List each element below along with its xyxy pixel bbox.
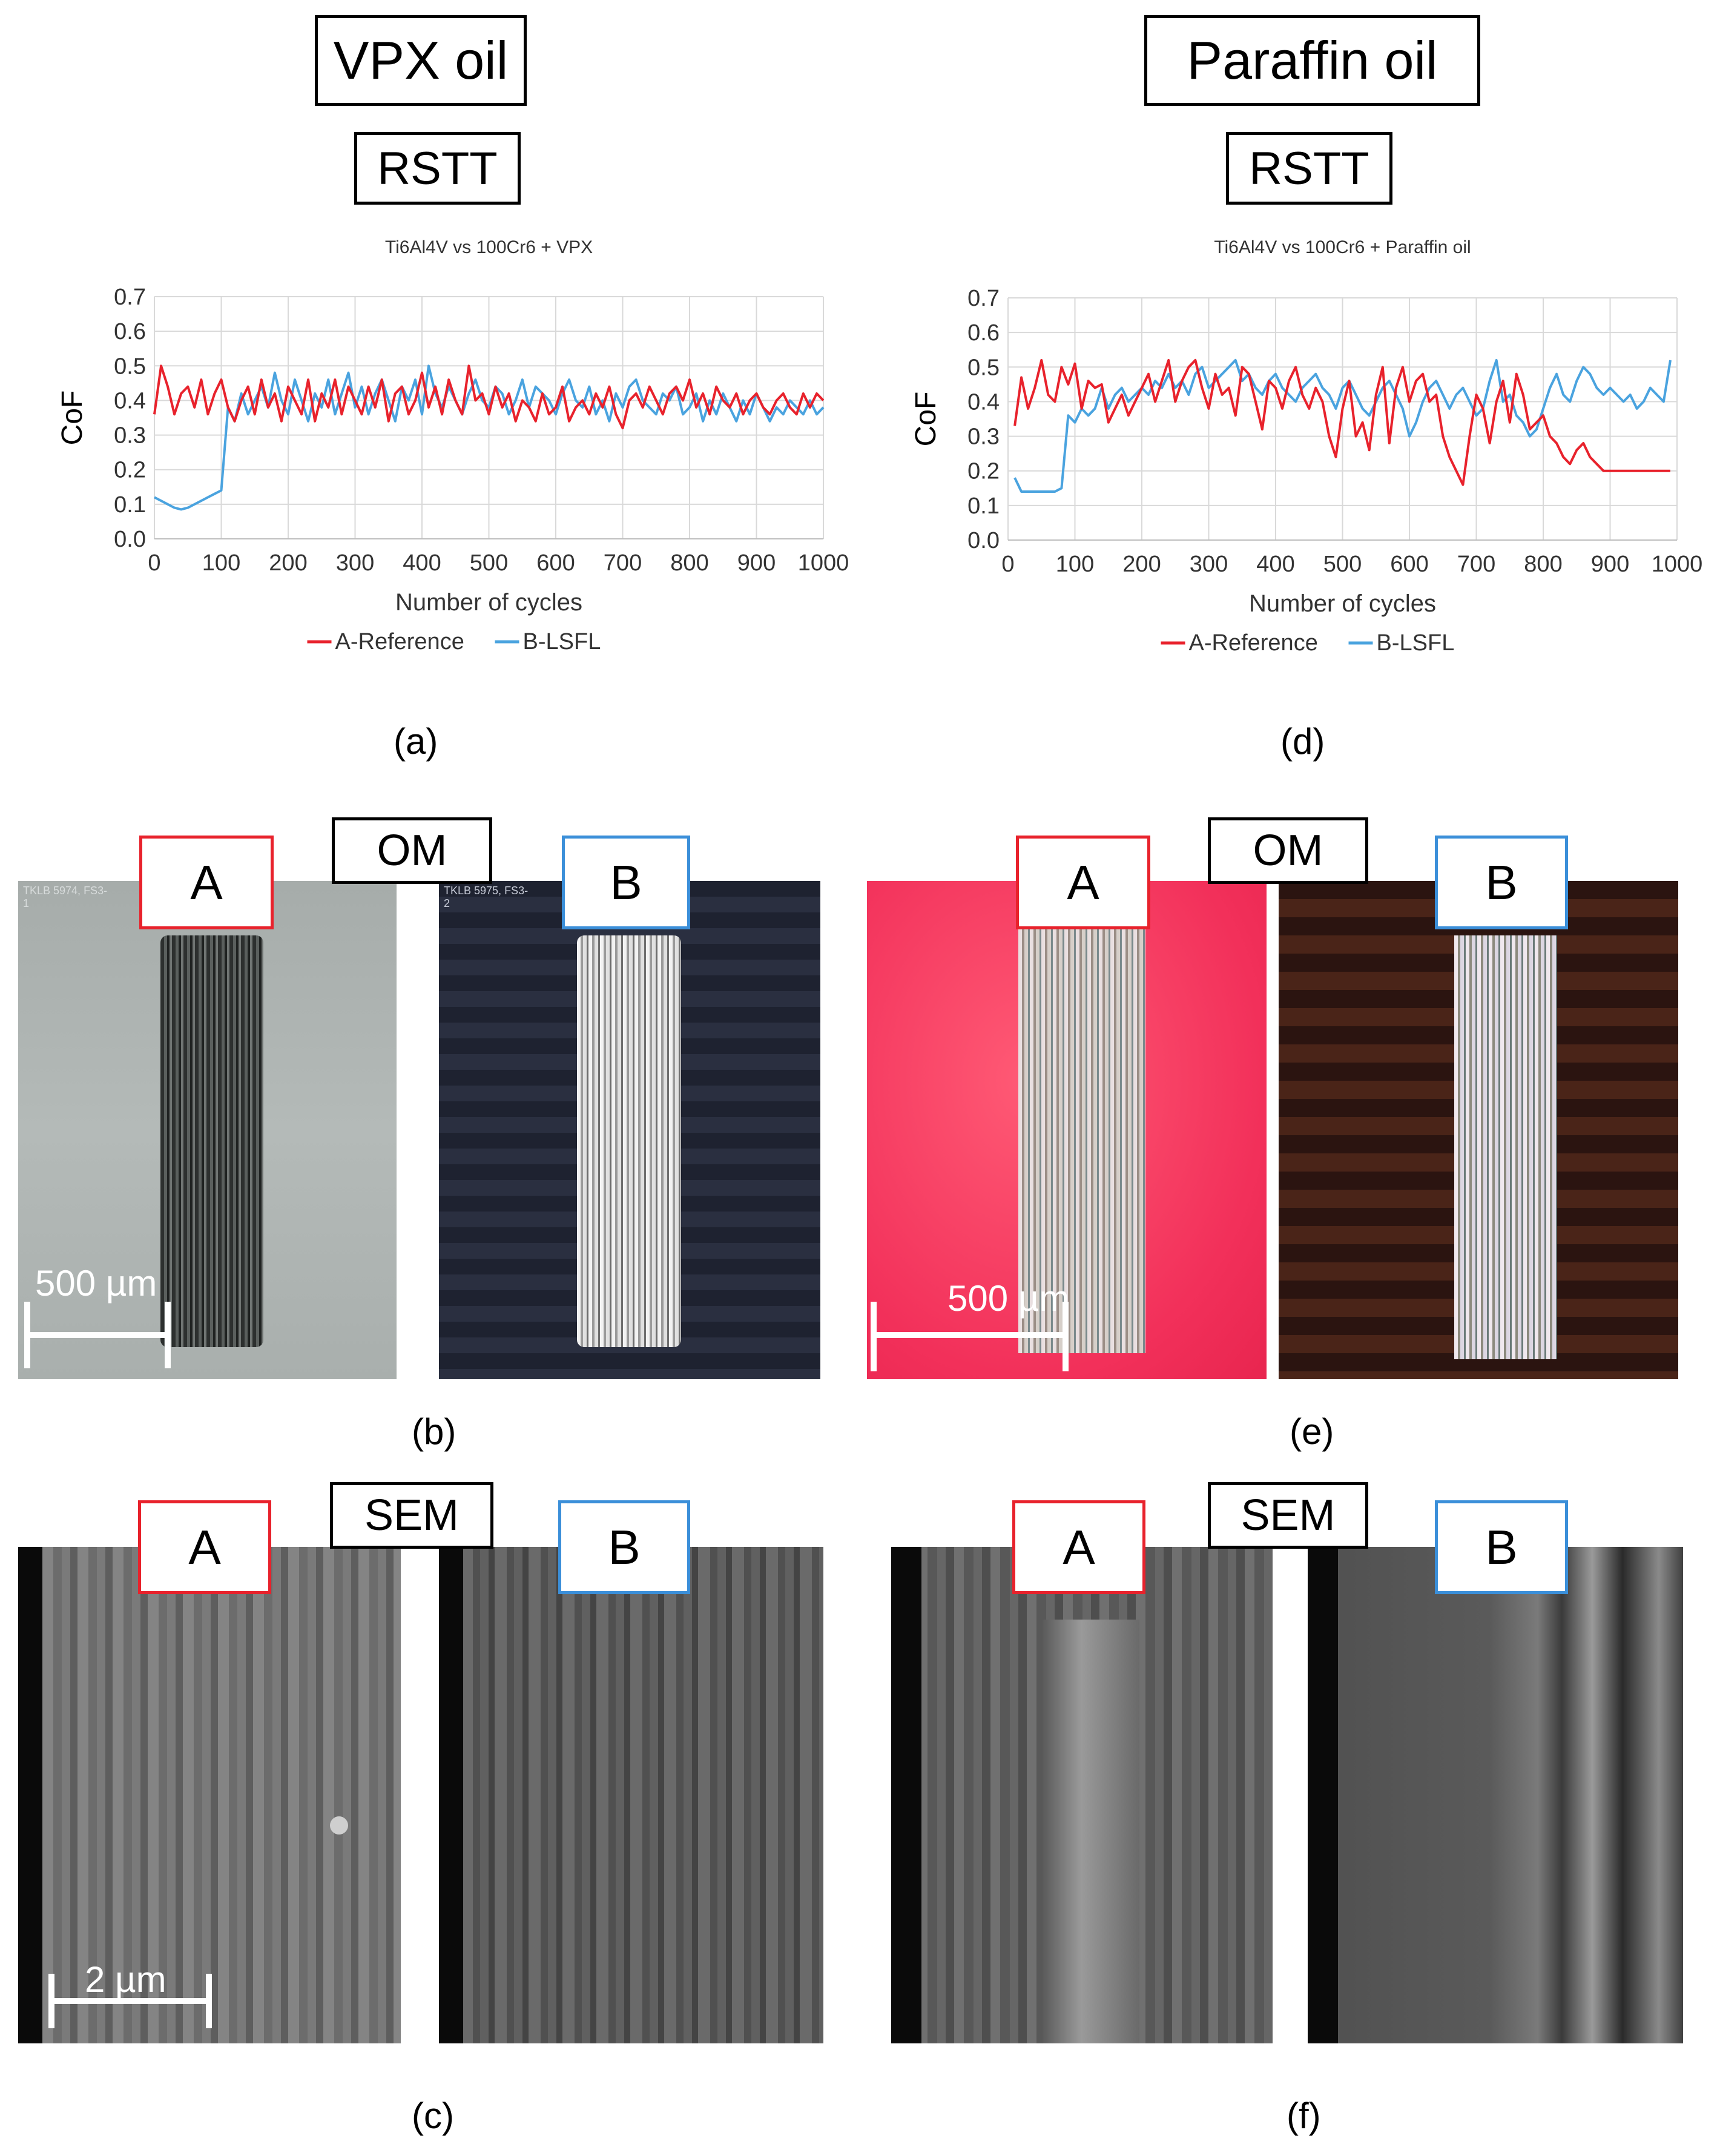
scale-bar-label-sem-c: 2 µm — [85, 1959, 166, 2000]
vpx-oil-header: VPX oil — [315, 15, 527, 106]
x-tick-label: 100 — [1056, 552, 1094, 577]
panel-label-f: (f) — [1287, 2095, 1321, 2136]
rstt-label-right: RSTT — [1226, 132, 1392, 205]
y-tick-label: 0.2 — [114, 458, 146, 483]
wear-track-e-a — [1018, 929, 1145, 1353]
series-line-reference — [153, 364, 825, 430]
legend-entry: B-LSFL — [523, 629, 601, 654]
om-caption-b: TKLB 5975, FS3-2 — [444, 885, 529, 909]
rstt-label-left: RSTT — [354, 132, 521, 205]
panel-label-e: (e) — [1290, 1411, 1334, 1452]
y-tick-label: 0.7 — [967, 286, 1000, 311]
y-tick-label: 0.3 — [114, 423, 146, 449]
om-label-left: OM — [332, 817, 492, 884]
x-tick-label: 800 — [1524, 552, 1562, 577]
x-tick-label: 300 — [1190, 552, 1228, 577]
om-caption-a: TKLB 5974, FS3-1 — [23, 885, 108, 909]
x-tick-label: 500 — [1323, 552, 1362, 577]
om-micrograph-paraffin-reference — [867, 881, 1267, 1379]
x-tick-label: 600 — [536, 550, 575, 576]
legend-entry: A-Reference — [1189, 630, 1318, 656]
chart-title: Ti6Al4V vs 100Cr6 + Paraffin oil — [1214, 237, 1471, 257]
y-tick-label: 0.3 — [967, 424, 1000, 450]
sample-label-b-sem-right: B — [1435, 1500, 1568, 1594]
sem-micrograph-vpx-lsfl — [439, 1547, 823, 2043]
y-tick-label: 0.6 — [967, 320, 1000, 346]
x-tick-label: 800 — [670, 550, 708, 576]
sem-micrograph-paraffin-lsfl — [1308, 1547, 1683, 2043]
om-micrograph-vpx-lsfl: TKLB 5975, FS3-2 — [439, 881, 820, 1379]
x-tick-label: 900 — [1591, 552, 1629, 577]
x-axis-label: Number of cycles — [395, 589, 582, 616]
om-label-right: OM — [1208, 817, 1368, 884]
y-tick-label: 0.0 — [967, 528, 1000, 553]
x-axis-label: Number of cycles — [1249, 590, 1436, 617]
panel-label-c: (c) — [412, 2095, 454, 2136]
y-tick-label: 0.4 — [967, 389, 1000, 415]
om-micrograph-paraffin-lsfl — [1279, 881, 1678, 1379]
x-tick-label: 500 — [470, 550, 508, 576]
sample-label-b-om-right: B — [1435, 836, 1568, 929]
sample-label-a-sem-right: A — [1012, 1500, 1145, 1594]
cof-chart-vpx: Ti6Al4V vs 100Cr6 + VPX 0.0 0.1 0.2 0.3 0.4 0.… — [56, 237, 849, 654]
scale-bar-sem-c — [48, 1998, 212, 2004]
series-line-reference — [1013, 358, 1670, 486]
x-tick-label: 400 — [1256, 552, 1294, 577]
x-tick-label: 900 — [737, 550, 776, 576]
y-tick-label: 0.5 — [114, 354, 146, 379]
panel-label-a: (a) — [394, 721, 438, 762]
y-tick-label: 0.4 — [114, 388, 146, 414]
x-tick-label: 300 — [336, 550, 374, 576]
chart-title: Ti6Al4V vs 100Cr6 + VPX — [385, 237, 593, 257]
sem-micrograph-vpx-reference — [18, 1547, 401, 2043]
om-micrograph-vpx-reference: TKLB 5974, FS3-1 — [18, 881, 397, 1379]
y-tick-label: 0.0 — [114, 527, 146, 552]
x-tick-label: 200 — [269, 550, 307, 576]
wear-scar — [1043, 1620, 1139, 2043]
x-tick-label: 0 — [1001, 552, 1014, 577]
scale-bar-om-b — [24, 1332, 170, 1338]
x-tick-label: 1000 — [1652, 552, 1703, 577]
legend-entry: B-LSFL — [1377, 630, 1455, 656]
y-axis-label: CoF — [910, 392, 942, 447]
cof-chart-paraffin: Ti6Al4V vs 100Cr6 + Paraffin oil 0.0 0.1 0.… — [910, 237, 1703, 656]
y-axis-label: CoF — [56, 391, 88, 446]
sample-label-a-om-right: A — [1016, 836, 1150, 929]
paraffin-oil-header: Paraffin oil — [1144, 15, 1480, 106]
scale-bar-om-e — [871, 1332, 1067, 1338]
x-tick-label: 400 — [403, 550, 441, 576]
y-tick-label: 0.6 — [114, 319, 146, 344]
sample-label-b-om-left: B — [562, 836, 690, 929]
wear-track-b — [577, 935, 681, 1347]
x-tick-label: 200 — [1122, 552, 1161, 577]
panel-label-d: (d) — [1280, 721, 1325, 762]
legend-entry: A-Reference — [335, 629, 464, 654]
y-tick-label: 0.7 — [114, 285, 146, 310]
x-tick-label: 700 — [604, 550, 642, 576]
sample-label-a-om-left: A — [139, 836, 274, 929]
wear-track-a — [160, 935, 263, 1347]
sample-label-a-sem-left: A — [138, 1500, 271, 1594]
sample-label-b-sem-left: B — [558, 1500, 690, 1594]
x-tick-label: 0 — [148, 550, 160, 576]
sem-micrograph-paraffin-reference — [891, 1547, 1273, 2043]
debris-particle — [330, 1816, 348, 1835]
series-line-lsfl — [1013, 358, 1672, 493]
scale-bar-label-om-e: 500 µm — [947, 1278, 1070, 1319]
x-tick-label: 700 — [1457, 552, 1495, 577]
y-tick-label: 0.5 — [967, 355, 1000, 380]
sem-label-left: SEM — [330, 1482, 493, 1549]
x-tick-label: 100 — [202, 550, 240, 576]
panel-label-b: (b) — [412, 1411, 456, 1452]
x-tick-label: 1000 — [798, 550, 849, 576]
sem-label-right: SEM — [1208, 1482, 1368, 1549]
y-tick-label: 0.1 — [114, 492, 146, 518]
y-tick-label: 0.1 — [967, 493, 1000, 519]
x-tick-label: 600 — [1390, 552, 1428, 577]
y-tick-label: 0.2 — [967, 459, 1000, 484]
wear-track-e-b — [1454, 935, 1557, 1359]
scale-bar-label-om-b: 500 µm — [35, 1263, 157, 1304]
